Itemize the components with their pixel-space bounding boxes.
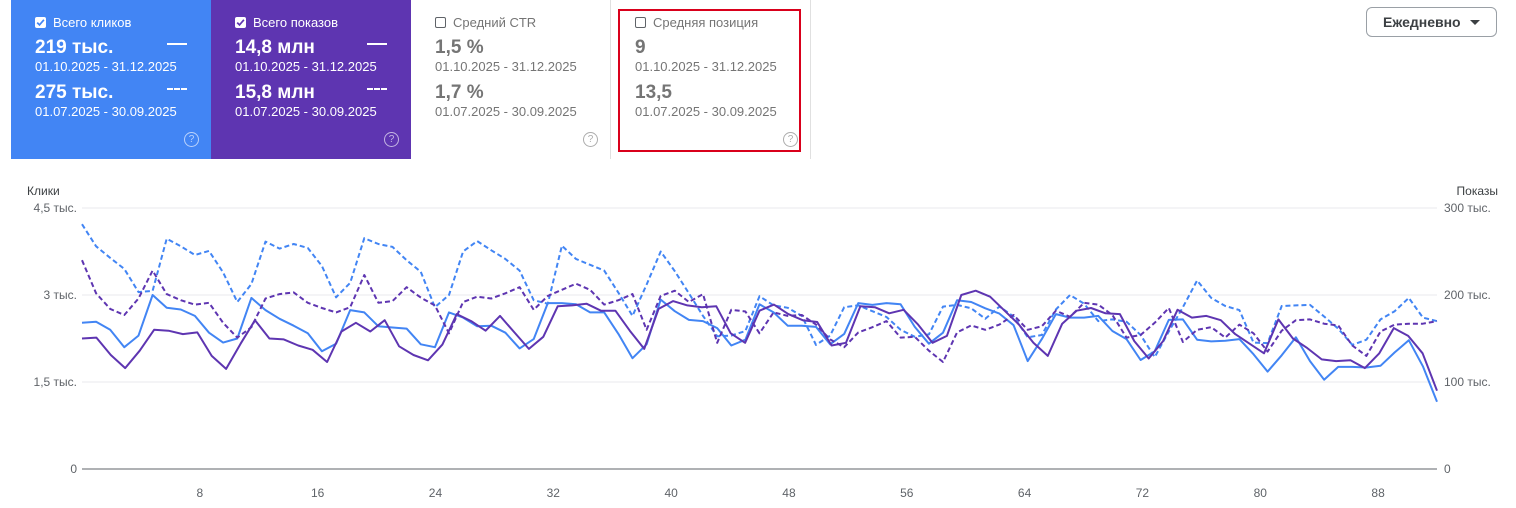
y-tick-right: 200 тыс. xyxy=(1444,288,1491,302)
previous-range: 01.07.2025 - 30.09.2025 xyxy=(35,104,177,119)
solid-line-legend-icon xyxy=(367,43,387,45)
card-position[interactable]: Средняя позиция 9 01.10.2025 - 31.12.202… xyxy=(611,0,811,159)
previous-range: 01.07.2025 - 30.09.2025 xyxy=(635,104,777,119)
card-impressions[interactable]: Всего показов 14,8 млн 01.10.2025 - 31.1… xyxy=(211,0,411,159)
x-tick: 40 xyxy=(664,486,678,500)
y-axis-left-title: Клики xyxy=(27,184,60,198)
x-tick: 88 xyxy=(1371,486,1385,500)
y-tick-left: 1,5 тыс. xyxy=(34,375,77,389)
x-tick: 56 xyxy=(900,486,914,500)
y-tick-left: 4,5 тыс. xyxy=(34,201,77,215)
card-label: Всего показов xyxy=(253,14,338,30)
help-icon[interactable]: ? xyxy=(184,132,199,147)
checkbox-checked-icon[interactable] xyxy=(235,16,246,28)
card-label: Средний CTR xyxy=(453,14,537,30)
series-line-clicks-dash xyxy=(81,223,1438,359)
period-select[interactable]: Ежедневно xyxy=(1366,7,1497,37)
help-icon[interactable]: ? xyxy=(384,132,399,147)
previous-range: 01.07.2025 - 30.09.2025 xyxy=(235,104,377,119)
x-tick: 32 xyxy=(547,486,561,500)
y-tick-right: 300 тыс. xyxy=(1444,201,1491,215)
help-icon[interactable]: ? xyxy=(783,132,798,147)
y-tick-right: 100 тыс. xyxy=(1444,375,1491,389)
previous-value: 275 тыс. xyxy=(35,82,114,103)
current-value: 219 тыс. xyxy=(35,37,114,58)
y-axis-right-title: Показы xyxy=(1456,184,1498,198)
y-tick-left: 0 xyxy=(70,462,77,476)
current-value: 1,5 % xyxy=(435,37,484,58)
card-clicks[interactable]: Всего кликов 219 тыс. 01.10.2025 - 31.12… xyxy=(11,0,211,159)
current-range: 01.10.2025 - 31.12.2025 xyxy=(235,59,377,74)
previous-value: 13,5 xyxy=(635,82,672,103)
x-tick: 16 xyxy=(311,486,325,500)
card-ctr[interactable]: Средний CTR 1,5 % 01.10.2025 - 31.12.202… xyxy=(411,0,611,159)
current-range: 01.10.2025 - 31.12.2025 xyxy=(635,59,777,74)
performance-chart[interactable]: 0 1,5 тыс. 3 тыс. 4,5 тыс. 0 100 тыс. 200 тыс.… xyxy=(0,195,1516,508)
previous-range: 01.07.2025 - 30.09.2025 xyxy=(435,104,577,119)
current-range: 01.10.2025 - 31.12.2025 xyxy=(435,59,577,74)
current-value: 9 xyxy=(635,37,646,58)
current-value: 14,8 млн xyxy=(235,37,315,58)
series-line-impressions-solid xyxy=(81,289,1438,392)
dashed-line-legend-icon xyxy=(367,88,387,90)
checkbox-checked-icon[interactable] xyxy=(35,16,46,28)
x-tick: 8 xyxy=(196,486,203,500)
x-tick: 48 xyxy=(782,486,796,500)
card-label: Всего кликов xyxy=(53,14,132,30)
y-tick-right: 0 xyxy=(1444,462,1451,476)
caret-down-icon xyxy=(1470,20,1480,25)
y-tick-left: 3 тыс. xyxy=(44,288,77,302)
checkbox-unchecked-icon[interactable] xyxy=(435,16,446,28)
x-tick: 80 xyxy=(1254,486,1268,500)
x-tick: 72 xyxy=(1136,486,1150,500)
current-range: 01.10.2025 - 31.12.2025 xyxy=(35,59,177,74)
x-tick: 64 xyxy=(1018,486,1032,500)
series-line-clicks-solid xyxy=(81,294,1438,403)
dashed-line-legend-icon xyxy=(167,88,187,90)
help-icon[interactable]: ? xyxy=(583,132,598,147)
solid-line-legend-icon xyxy=(167,43,187,45)
period-select-value: Ежедневно xyxy=(1383,14,1461,30)
series-line-impressions-dash xyxy=(81,259,1438,363)
previous-value: 1,7 % xyxy=(435,82,484,103)
x-tick: 24 xyxy=(429,486,443,500)
card-label: Средняя позиция xyxy=(653,14,759,30)
previous-value: 15,8 млн xyxy=(235,82,315,103)
checkbox-unchecked-icon[interactable] xyxy=(635,16,646,28)
